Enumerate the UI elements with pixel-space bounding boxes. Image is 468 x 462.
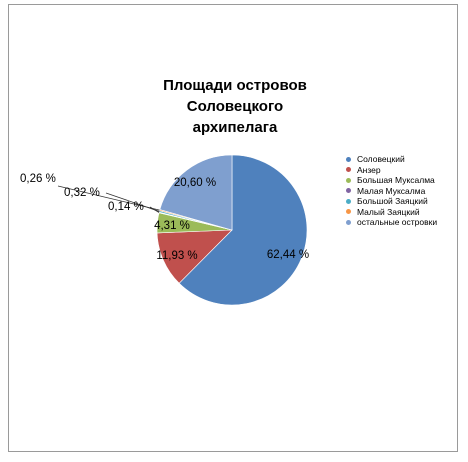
pie-slices xyxy=(156,154,308,306)
legend-swatch xyxy=(346,156,351,162)
legend-item: Малый Заяцкий xyxy=(346,207,437,218)
legend-swatch xyxy=(346,209,351,215)
legend: Соловецкий Анзер Большая Муксалма Малая Мук… xyxy=(346,154,437,228)
leader-line xyxy=(57,185,160,211)
pie-slice xyxy=(159,154,233,231)
chart-title-line-1: Площади островов xyxy=(163,77,307,94)
legend-swatch xyxy=(346,198,351,204)
data-label: 0,32 % xyxy=(64,187,100,199)
legend-item: Большая Муксалма xyxy=(346,175,437,186)
legend-swatch xyxy=(346,167,351,173)
data-label: 4,31 % xyxy=(154,220,190,232)
data-label: 20,60 % xyxy=(174,177,216,189)
legend-label: Большая Муксалма xyxy=(357,175,435,186)
chart-title-line-3: архипелага xyxy=(192,119,278,136)
legend-item: Малая Муксалма xyxy=(346,186,437,197)
leader-lines xyxy=(57,185,160,213)
chart-title: Площади островов Соловецкого архипелага xyxy=(140,75,330,138)
legend-label: Малый Заяцкий xyxy=(357,206,420,217)
leader-line xyxy=(105,192,160,212)
legend-label: Соловецкий xyxy=(357,154,405,165)
legend-item: Соловецкий xyxy=(346,154,437,165)
legend-item: остальные островки xyxy=(346,217,437,228)
legend-label: Анзер xyxy=(357,164,381,175)
legend-item: Анзер xyxy=(346,165,437,176)
legend-swatch xyxy=(346,219,351,225)
legend-label: Большой Заяцкий xyxy=(357,196,428,207)
chart-title-line-2: Соловецкого xyxy=(186,98,284,115)
data-label: 0,26 % xyxy=(20,173,56,185)
legend-swatch xyxy=(346,188,351,194)
legend-label: Малая Муксалма xyxy=(357,185,426,196)
pie-slice xyxy=(178,154,308,306)
data-label: 0,14 % xyxy=(108,201,144,213)
legend-item: Большой Заяцкий xyxy=(346,196,437,207)
data-labels: 62,44 % 11,93 % 4,31 % 0,14 % 0,32 % 0,26 % 20… xyxy=(20,173,309,262)
legend-swatch xyxy=(346,177,351,183)
legend-label: остальные островки xyxy=(357,217,438,228)
data-label: 62,44 % xyxy=(267,249,309,261)
data-label: 11,93 % xyxy=(156,250,197,262)
